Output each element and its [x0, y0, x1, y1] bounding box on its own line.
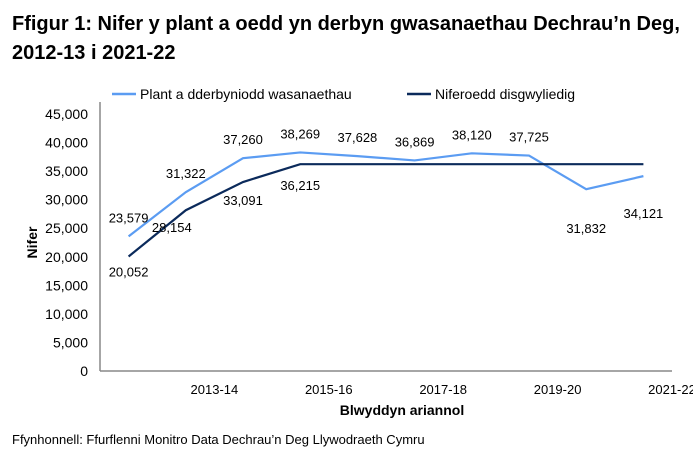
- data-label: 31,322: [166, 166, 206, 181]
- x-tick-label: 2019-20: [534, 382, 582, 397]
- data-label: 31,832: [566, 221, 606, 236]
- y-tick-label: 45,000: [45, 106, 88, 122]
- data-label: 20,052: [109, 264, 149, 279]
- chart-title: Ffigur 1: Nifer y plant a oedd yn derbyn…: [12, 13, 680, 64]
- y-tick-label: 20,000: [45, 249, 88, 265]
- y-tick-label: 25,000: [45, 220, 88, 236]
- data-label: 36,869: [395, 134, 435, 149]
- y-tick-label: 15,000: [45, 277, 88, 293]
- data-label: 23,579: [109, 210, 149, 225]
- y-tick-label: 35,000: [45, 163, 88, 179]
- data-label: 37,628: [338, 130, 378, 145]
- data-label: 37,725: [509, 130, 549, 145]
- x-tick-label: 2013-14: [191, 382, 239, 397]
- legend-label: Niferoedd disgwyliedig: [435, 86, 575, 102]
- x-tick-label: 2017-18: [419, 382, 467, 397]
- y-tick-label: 5,000: [53, 334, 88, 350]
- data-label: 37,260: [223, 132, 263, 147]
- legend-label: Plant a dderbyniodd wasanaethau: [140, 86, 352, 102]
- x-tick-label: 2015-16: [305, 382, 353, 397]
- data-label: 28,154: [152, 220, 192, 235]
- y-tick-label: 10,000: [45, 306, 88, 322]
- y-tick-label: 0: [80, 363, 88, 379]
- data-label: 36,215: [280, 178, 320, 193]
- y-axis-title: Nifer: [24, 226, 40, 258]
- series-line-2: [127, 163, 644, 258]
- x-tick-label: 2021-22: [648, 382, 693, 397]
- data-label: 38,269: [280, 126, 320, 141]
- x-axis-title: Blwyddyn ariannol: [340, 402, 464, 418]
- y-tick-label: 40,000: [45, 135, 88, 151]
- series-line-1: [127, 151, 644, 238]
- source-note: Ffynhonnell: Ffurflenni Monitro Data Dec…: [12, 432, 425, 447]
- y-tick-label: 30,000: [45, 192, 88, 208]
- data-label: 38,120: [452, 127, 492, 142]
- data-label: 33,091: [223, 193, 263, 208]
- data-label: 34,121: [624, 206, 664, 221]
